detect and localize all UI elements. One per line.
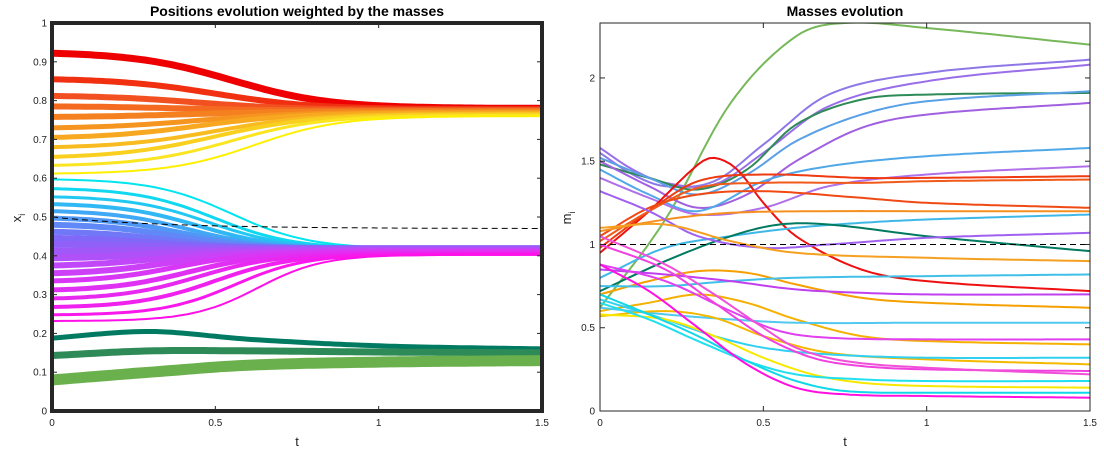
y-tick-label: 1 bbox=[41, 19, 47, 30]
series-line-green-2 bbox=[52, 355, 542, 386]
series-line-24 bbox=[600, 298, 1090, 359]
y-tick-label: 1 bbox=[589, 240, 595, 251]
series-line-14 bbox=[600, 222, 1090, 293]
x-tick-label: 1 bbox=[924, 418, 930, 429]
series-line-26 bbox=[600, 235, 1090, 376]
y-axis-label-main-positions: x bbox=[9, 215, 24, 222]
series-lines bbox=[52, 49, 542, 386]
series-line-18 bbox=[600, 273, 1090, 288]
y-tick-label: 1.5 bbox=[581, 157, 595, 168]
series-line-8 bbox=[600, 156, 1090, 293]
y-tick-label: 0.2 bbox=[33, 329, 47, 340]
series-line-27 bbox=[600, 313, 1090, 389]
y-axis-label-main-masses: m bbox=[559, 214, 574, 225]
chart-title-masses: Masses evolution bbox=[787, 3, 904, 19]
series-line-16 bbox=[600, 222, 1090, 263]
positions-chart: Positions evolution weighted by the mass… bbox=[9, 3, 549, 449]
y-axis-label-sub-positions: i bbox=[17, 214, 27, 216]
series-line-30 bbox=[52, 253, 542, 322]
x-tick-label: 0 bbox=[49, 418, 55, 429]
y-tick-label: 0.5 bbox=[33, 213, 47, 224]
series-line-20 bbox=[600, 293, 1090, 346]
x-tick-label: 0.5 bbox=[208, 418, 222, 429]
y-tick-label: 0.6 bbox=[33, 174, 47, 185]
y-tick-label: 0.5 bbox=[581, 323, 595, 334]
series-line-10 bbox=[52, 115, 542, 175]
reference-line bbox=[52, 216, 542, 229]
series-line-4 bbox=[600, 90, 1090, 196]
y-tick-label: 0 bbox=[41, 407, 47, 418]
series-line-5 bbox=[600, 101, 1090, 209]
x-tick-label: 1 bbox=[376, 418, 382, 429]
chart-title-positions: Positions evolution weighted by the mass… bbox=[150, 3, 444, 19]
plot-area-positions: 0 0.5 1 1.5 0 0.1 0.2 0.3 0.4 0.5 0.6 0.7 0.8 0.9 1 bbox=[33, 19, 549, 430]
y-tick-label: 0.7 bbox=[33, 135, 47, 146]
series-line-15 bbox=[600, 190, 1090, 250]
plot-area-masses: 0 0.5 1 1.5 0 0.5 1 1.5 2 bbox=[581, 22, 1097, 429]
series-line-30 bbox=[600, 263, 1090, 399]
y-tick-label: 2 bbox=[589, 73, 595, 84]
series-line-6 bbox=[600, 146, 1090, 213]
series-line-11 bbox=[600, 190, 1090, 238]
series-lines bbox=[600, 23, 1090, 399]
series-line-13 bbox=[600, 213, 1090, 279]
y-axis-label-positions: xi bbox=[9, 214, 27, 223]
series-line-22 bbox=[600, 263, 1090, 341]
x-tick-label: 0 bbox=[597, 418, 603, 429]
series-line-2 bbox=[600, 63, 1090, 188]
series-line-green-1 bbox=[52, 347, 542, 359]
y-tick-label: 0.4 bbox=[33, 251, 47, 262]
x-tick-label: 1.5 bbox=[535, 418, 549, 429]
x-axis-label-positions: t bbox=[295, 434, 299, 449]
y-tick-label: 0.1 bbox=[33, 368, 47, 379]
series-line-29 bbox=[600, 293, 1090, 394]
y-tick-label: 0.9 bbox=[33, 57, 47, 68]
y-tick-label: 0 bbox=[589, 407, 595, 418]
series-line-9 bbox=[600, 173, 1090, 249]
series-line-10 bbox=[600, 178, 1090, 242]
x-tick-label: 1.5 bbox=[1083, 418, 1097, 429]
series-line-28 bbox=[600, 301, 1090, 383]
x-tick-label: 0.5 bbox=[756, 418, 770, 429]
series-line-green-0 bbox=[52, 329, 542, 352]
masses-chart: Masses evolution 0 0.5 1 1.5 0 0.5 1 1.5 2 t mi bbox=[559, 3, 1097, 449]
x-axis-label-masses: t bbox=[843, 434, 847, 449]
y-tick-label: 0.8 bbox=[33, 96, 47, 107]
series-line-19 bbox=[600, 268, 1090, 296]
series-line-12 bbox=[600, 210, 1090, 233]
y-axis-label-masses: mi bbox=[559, 212, 577, 225]
y-axis-label-sub-masses: i bbox=[567, 212, 577, 214]
y-tick-label: 0.3 bbox=[33, 290, 47, 301]
axes-box bbox=[599, 22, 1091, 412]
